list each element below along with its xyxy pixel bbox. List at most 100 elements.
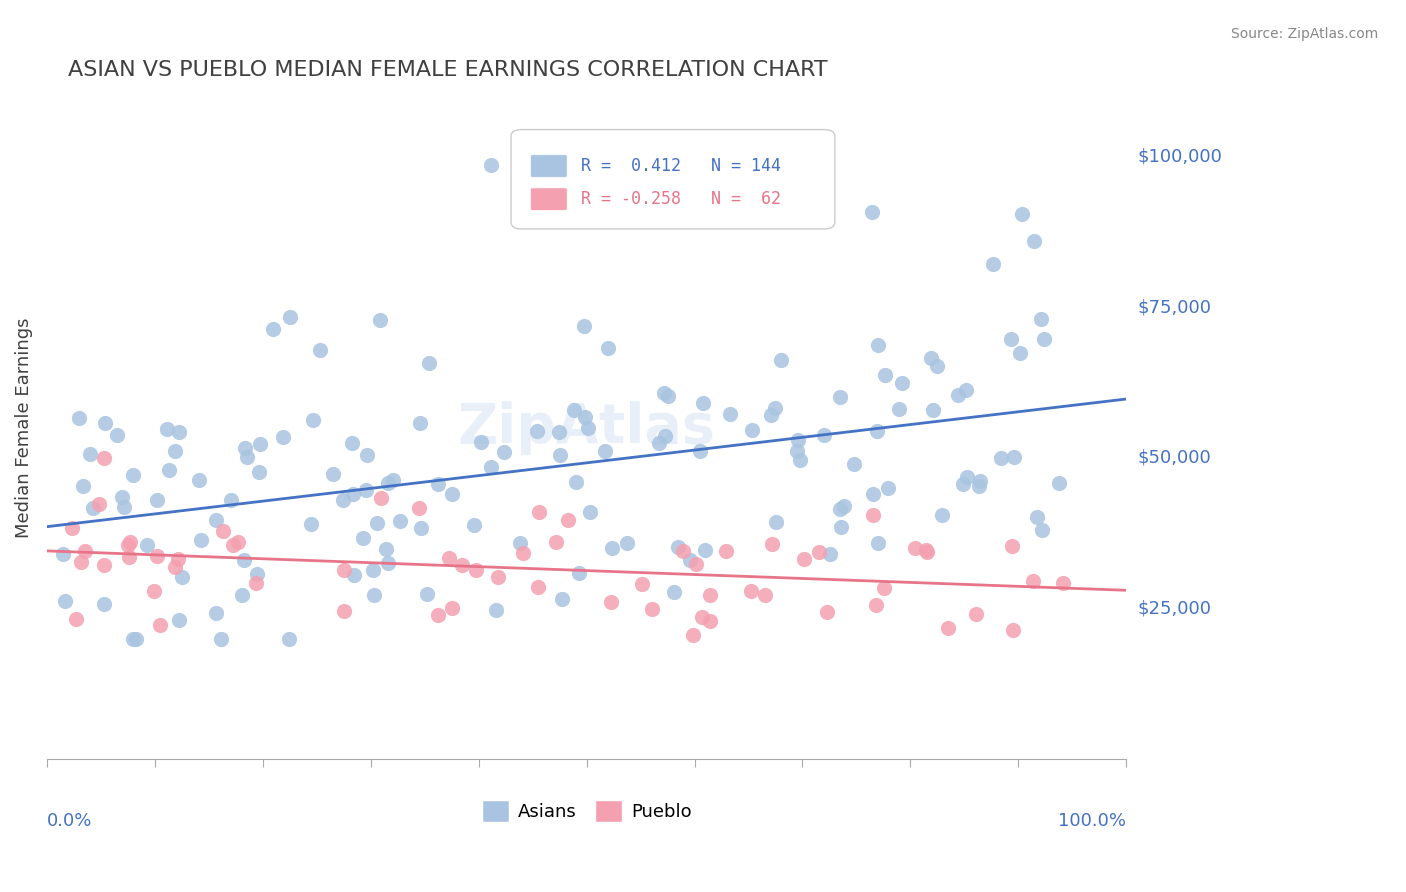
Point bbox=[925, 359, 948, 373]
Point bbox=[278, 310, 301, 324]
Point bbox=[342, 487, 364, 501]
Point bbox=[946, 388, 969, 402]
Point bbox=[654, 386, 676, 401]
Text: N =  62: N = 62 bbox=[710, 190, 780, 208]
Point bbox=[463, 517, 485, 532]
Point bbox=[830, 520, 852, 534]
Point bbox=[377, 475, 399, 490]
Point bbox=[981, 257, 1004, 271]
Point bbox=[146, 492, 169, 507]
Text: 100.0%: 100.0% bbox=[1059, 812, 1126, 830]
Point bbox=[828, 390, 851, 404]
Point bbox=[157, 463, 180, 477]
Point bbox=[1026, 509, 1049, 524]
Point bbox=[146, 549, 169, 564]
Text: ASIAN VS PUEBLO MEDIAN FEMALE EARNINGS CORRELATION CHART: ASIAN VS PUEBLO MEDIAN FEMALE EARNINGS C… bbox=[69, 60, 828, 79]
Y-axis label: Median Female Earnings: Median Female Earnings bbox=[15, 318, 32, 538]
Point bbox=[382, 474, 405, 488]
Point bbox=[169, 613, 191, 627]
Point bbox=[117, 538, 139, 552]
Point bbox=[67, 411, 90, 425]
Point bbox=[94, 416, 117, 430]
Point bbox=[765, 515, 787, 529]
Point bbox=[813, 427, 835, 442]
Point bbox=[118, 534, 141, 549]
Point bbox=[602, 541, 624, 555]
Point bbox=[481, 158, 503, 172]
Point bbox=[641, 602, 664, 616]
Point bbox=[479, 460, 502, 475]
Point bbox=[485, 602, 508, 616]
Point bbox=[866, 536, 889, 550]
Point bbox=[789, 453, 811, 467]
Point bbox=[418, 356, 440, 370]
Point bbox=[333, 563, 356, 577]
Point bbox=[593, 443, 616, 458]
Legend: Asians, Pueblo: Asians, Pueblo bbox=[475, 793, 699, 830]
Point bbox=[408, 501, 430, 516]
Point bbox=[699, 615, 721, 629]
Point bbox=[690, 610, 713, 624]
Point bbox=[808, 545, 831, 559]
Point bbox=[922, 403, 945, 417]
Point bbox=[990, 451, 1012, 466]
Point bbox=[226, 534, 249, 549]
Point bbox=[875, 368, 897, 382]
Point bbox=[967, 479, 990, 493]
Point bbox=[118, 549, 141, 564]
Point bbox=[865, 598, 887, 612]
Point bbox=[361, 563, 384, 577]
Point bbox=[616, 536, 638, 550]
Point bbox=[73, 543, 96, 558]
Point bbox=[232, 553, 254, 567]
Point bbox=[754, 588, 776, 602]
Point bbox=[136, 538, 159, 552]
Point bbox=[761, 537, 783, 551]
Point bbox=[815, 605, 838, 619]
Point bbox=[219, 492, 242, 507]
Text: R =  0.412: R = 0.412 bbox=[581, 157, 681, 175]
Point bbox=[245, 576, 267, 591]
Point bbox=[426, 608, 449, 623]
Point bbox=[568, 566, 591, 580]
Point bbox=[679, 553, 702, 567]
Point bbox=[873, 581, 896, 595]
Point bbox=[374, 542, 396, 557]
Text: N = 144: N = 144 bbox=[710, 157, 780, 175]
Point bbox=[170, 570, 193, 584]
Text: $25,000: $25,000 bbox=[1137, 599, 1212, 617]
Point bbox=[87, 497, 110, 511]
Point bbox=[969, 474, 991, 488]
Point bbox=[356, 483, 378, 497]
Point bbox=[52, 547, 75, 561]
Point bbox=[763, 401, 786, 416]
Point bbox=[548, 448, 571, 462]
Point bbox=[1022, 574, 1045, 589]
Point bbox=[844, 457, 866, 471]
Point bbox=[1047, 475, 1070, 490]
Point bbox=[340, 436, 363, 450]
Point bbox=[121, 632, 143, 646]
Point bbox=[512, 546, 534, 560]
Point bbox=[654, 429, 676, 443]
FancyBboxPatch shape bbox=[530, 154, 567, 178]
Point bbox=[411, 521, 433, 535]
Point bbox=[142, 583, 165, 598]
Point bbox=[1001, 623, 1024, 637]
Point bbox=[887, 402, 910, 417]
Point bbox=[209, 632, 232, 646]
Point bbox=[233, 442, 256, 456]
Point bbox=[352, 532, 374, 546]
Text: R = -0.258: R = -0.258 bbox=[581, 190, 681, 208]
Point bbox=[876, 481, 898, 495]
Point bbox=[356, 448, 378, 462]
FancyBboxPatch shape bbox=[530, 188, 567, 211]
Point bbox=[299, 517, 322, 532]
Point bbox=[598, 342, 620, 356]
Point bbox=[891, 376, 914, 391]
Point bbox=[125, 632, 148, 646]
Point bbox=[546, 534, 568, 549]
Point bbox=[93, 597, 115, 611]
Point bbox=[440, 600, 463, 615]
Point bbox=[600, 595, 623, 609]
